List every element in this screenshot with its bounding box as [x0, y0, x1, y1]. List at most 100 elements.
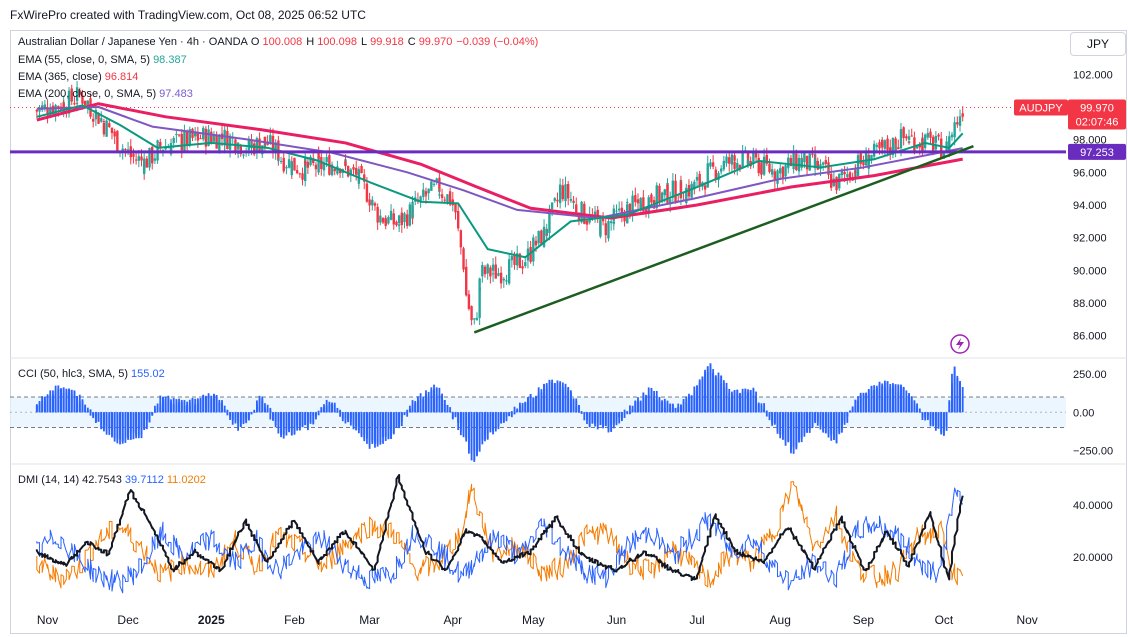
candle-body	[545, 230, 548, 234]
legend-ema55[interactable]: EMA (55, close, 0, SMA, 5) 98.387	[18, 54, 190, 66]
cci-bar	[188, 405, 191, 413]
cci-bar	[180, 402, 183, 413]
cci-bar	[728, 397, 731, 413]
cci-bar	[741, 388, 744, 413]
price-axis-tick: 86.000	[1073, 331, 1107, 343]
cci-bar	[666, 403, 669, 413]
candle-body	[703, 185, 707, 190]
cci-bar	[269, 412, 272, 420]
candle-body	[889, 147, 892, 154]
cci-bar	[438, 394, 441, 413]
candle-body	[537, 231, 540, 244]
candle-body	[261, 145, 264, 155]
cci-bar	[671, 403, 674, 413]
candle-body	[73, 103, 76, 105]
candle-body	[859, 153, 862, 164]
cci-bar	[513, 412, 516, 415]
cci-bar	[325, 405, 328, 413]
cci-bar	[771, 412, 774, 425]
legend-ema200[interactable]: EMA (200, close, 0, SMA, 5) 97.483	[18, 88, 196, 100]
candle-body	[596, 209, 599, 219]
candle-body	[97, 112, 100, 124]
candle-body	[803, 153, 806, 163]
candle-body	[83, 100, 87, 106]
cci-axis-tick: 0.00	[1073, 407, 1094, 419]
candle-body	[438, 177, 441, 192]
candle-body	[282, 157, 285, 172]
cci-bar	[629, 405, 631, 413]
cci-bar	[580, 411, 583, 413]
cci-bar	[553, 384, 556, 413]
cci-bar	[419, 393, 422, 413]
candle-body	[628, 203, 632, 217]
cci-bar	[78, 403, 81, 413]
candle-body	[478, 278, 481, 291]
candle-body	[880, 139, 884, 148]
cci-bar	[164, 396, 167, 413]
cci-bar	[618, 412, 621, 418]
cci-bar	[731, 391, 733, 413]
chart-frame	[10, 30, 1127, 634]
cci-bar	[773, 412, 776, 425]
candle-body	[864, 152, 868, 166]
candle-body	[706, 163, 709, 170]
legend-ema365[interactable]: EMA (365, close) 96.814	[18, 71, 141, 83]
candle-body	[427, 188, 430, 194]
cci-bar	[776, 412, 779, 434]
candle-body	[953, 122, 956, 138]
cci-bar	[167, 397, 170, 413]
cci-bar	[221, 402, 223, 413]
candle-body	[848, 172, 852, 178]
candle-body	[314, 164, 318, 170]
legend-cci[interactable]: CCI (50, hlc3, SMA, 5) 155.02	[18, 368, 168, 380]
candle-body	[529, 246, 532, 262]
cci-bar	[255, 400, 258, 413]
cci-bar	[264, 409, 266, 413]
candle-body	[330, 164, 334, 176]
cci-bar	[156, 406, 159, 413]
candle-body	[75, 87, 79, 101]
candle-body	[70, 88, 73, 102]
candle-body	[180, 133, 183, 151]
candle-body	[733, 161, 736, 169]
legend-dmi[interactable]: DMI (14, 14) 42.7543 39.7112 11.0202	[18, 474, 209, 486]
cci-bar	[827, 412, 830, 435]
legend-symbol: Australian Dollar / Japanese Yen · 4h · …	[18, 36, 248, 48]
candle-body	[134, 159, 138, 161]
currency-button[interactable]: JPY	[1070, 32, 1126, 56]
cci-bar	[615, 412, 618, 426]
candle-body	[239, 145, 242, 155]
cci-bar	[387, 412, 390, 438]
cci-bar	[400, 412, 403, 422]
cci-bar	[76, 395, 78, 413]
legend-symbol-row: Australian Dollar / Japanese Yen · 4h · …	[18, 36, 541, 48]
cci-bar	[451, 412, 454, 420]
candle-body	[787, 157, 790, 163]
cci-bar	[535, 397, 537, 413]
legend-dmi-adx: 42.7543	[82, 474, 122, 486]
candle-body	[813, 158, 817, 169]
cci-bar	[328, 403, 331, 413]
candle-body	[317, 152, 320, 159]
candle-body	[255, 138, 259, 154]
cci-bar	[406, 409, 409, 413]
cci-bar	[916, 403, 918, 413]
cci-bar	[647, 387, 650, 413]
cci-bar	[932, 412, 935, 426]
cci-bar	[862, 392, 865, 413]
cci-bar	[943, 412, 945, 435]
candle-body	[142, 158, 146, 174]
candle-body	[110, 127, 114, 134]
cci-bar	[620, 412, 623, 420]
cci-bar	[779, 412, 782, 439]
candle-body	[465, 266, 468, 279]
time-axis-label: Apr	[443, 613, 462, 627]
candle-body	[631, 195, 634, 216]
candle-body	[728, 157, 731, 164]
cci-bar	[183, 405, 186, 413]
candle-body	[207, 129, 210, 146]
cci-bar	[89, 409, 92, 413]
cci-bar	[875, 385, 878, 413]
time-axis-label: Dec	[117, 613, 138, 627]
